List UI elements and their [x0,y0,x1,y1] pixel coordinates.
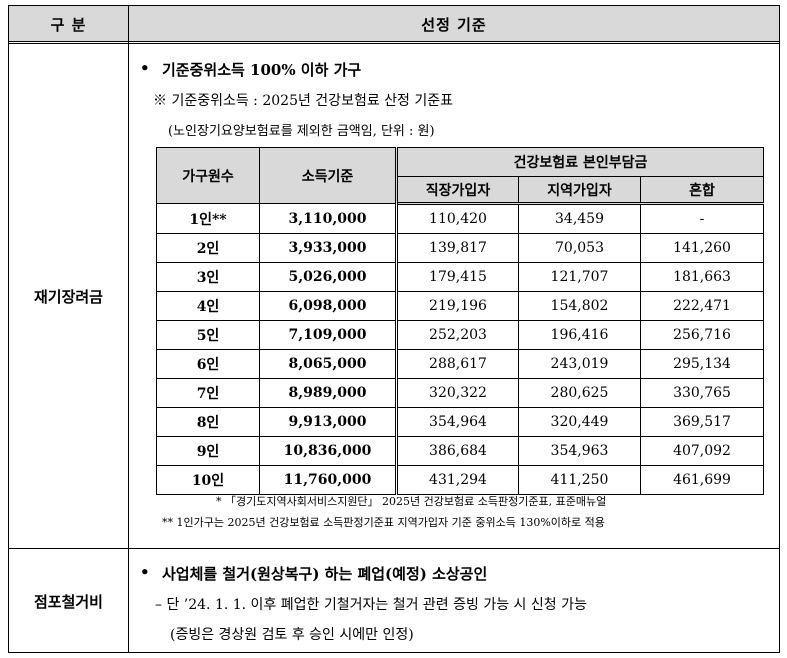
cell-income: 9,913,000 [259,407,398,437]
cell-regional: 34,459 [518,203,641,234]
cell-household: 1인** [156,203,260,234]
table-row: 10인 11,760,000 431,294 411,250 461,699 [156,465,765,495]
cell-regional: 70,053 [518,233,641,263]
table-row: 2인 3,933,000 139,817 70,053 141,260 [156,233,765,263]
cell-regional: 154,802 [518,291,641,321]
cell-mixed: 181,663 [639,262,765,292]
footnote-single-household: ** 1인가구는 2025년 건강보험료 소득판정기준표 지역가입자 기준 중위… [162,516,605,529]
table-row: 9인 10,836,000 386,684 354,963 407,092 [156,436,765,466]
col-header-income: 소득기준 [259,147,398,204]
col-header-mixed: 혼합 [639,176,765,205]
cell-employee: 431,294 [396,465,519,495]
header-category: 구 분 [9,6,128,42]
section-label-store-demolition: 점포철거비 [33,593,103,611]
cell-regional: 280,625 [518,378,641,408]
section1-title: 기준중위소득 100% 이하 가구 [162,61,362,79]
cell-household: 10인 [156,465,260,495]
section-divider [9,548,779,549]
table-row: 8인 9,913,000 354,964 320,449 369,517 [156,407,765,437]
cell-mixed: - [639,203,765,234]
cell-mixed: 330,765 [639,378,765,408]
column-divider [128,6,129,652]
cell-regional: 411,250 [518,465,641,495]
cell-household: 2인 [156,233,260,263]
col-header-employee: 직장가입자 [396,176,519,205]
cell-regional: 354,963 [518,436,641,466]
cell-mixed: 295,134 [639,349,765,379]
cell-income: 3,933,000 [259,233,398,263]
cell-mixed: 222,471 [639,291,765,321]
section1-note-unit: (노인장기요양보험료를 제외한 금액임, 단위 : 원) [168,124,435,139]
col-header-insurance-group: 건강보험료 본인부담금 [395,147,765,177]
section-label-reemployment-grant: 재기장려금 [33,287,103,306]
table-row: 3인 5,026,000 179,415 121,707 181,663 [156,262,765,292]
cell-household: 3인 [156,262,260,292]
cell-employee: 386,684 [396,436,519,466]
cell-household: 7인 [156,378,260,408]
section2-evidence-note: (증빙은 경상원 검토 후 승인 시에만 인정) [170,627,414,643]
income-criteria-table: 가구원수 소득기준 건강보험료 본인부담금 직장가입자 지역가입자 혼합 1인*… [156,147,765,495]
cell-mixed: 369,517 [639,407,765,437]
cell-employee: 288,617 [396,349,519,379]
cell-employee: 110,420 [396,203,519,234]
header-divider [9,41,779,44]
table-row: 7인 8,989,000 320,322 280,625 330,765 [156,378,765,408]
cell-income: 5,026,000 [259,262,398,292]
cell-employee: 320,322 [396,378,519,408]
cell-income: 8,989,000 [259,378,398,408]
cell-mixed: 461,699 [639,465,765,495]
section1-note-standard: ※ 기준중위소득 : 2025년 건강보험료 산정 기준표 [153,93,454,109]
cell-income: 11,760,000 [259,465,398,495]
header-criteria: 선정 기준 [129,6,779,42]
cell-income: 10,836,000 [259,436,398,466]
table-row: 5인 7,109,000 252,203 196,416 256,716 [156,320,765,350]
cell-regional: 196,416 [518,320,641,350]
footnote-source: * 「경기도지역사회서비스지원단」 2025년 건강보험료 소득판정기준표, 표… [216,495,607,508]
cell-employee: 179,415 [396,262,519,292]
section2-title: 사업체를 철거(원상복구) 하는 폐업(예정) 소상공인 [162,565,488,583]
cell-mixed: 256,716 [639,320,765,350]
section2-condition: – 단 ’24. 1. 1. 이후 폐업한 기철거자는 철거 관련 증빙 가능 … [155,597,587,613]
cell-income: 6,098,000 [259,291,398,321]
cell-household: 9인 [156,436,260,466]
col-header-household: 가구원수 [156,147,260,204]
cell-household: 4인 [156,291,260,321]
section2-bullet: • [140,563,150,581]
cell-mixed: 407,092 [639,436,765,466]
cell-employee: 139,817 [396,233,519,263]
cell-income: 7,109,000 [259,320,398,350]
cell-employee: 252,203 [396,320,519,350]
cell-regional: 121,707 [518,262,641,292]
cell-income: 3,110,000 [259,203,398,234]
cell-mixed: 141,260 [639,233,765,263]
col-header-regional: 지역가입자 [518,176,641,205]
criteria-table: 구 분 선정 기준 재기장려금 점포철거비 [8,5,780,653]
table-row: 6인 8,065,000 288,617 243,019 295,134 [156,349,765,379]
cell-household: 5인 [156,320,260,350]
cell-household: 8인 [156,407,260,437]
cell-employee: 354,964 [396,407,519,437]
section1-bullet: • [140,59,150,77]
cell-income: 8,065,000 [259,349,398,379]
cell-employee: 219,196 [396,291,519,321]
cell-regional: 243,019 [518,349,641,379]
cell-regional: 320,449 [518,407,641,437]
table-row: 4인 6,098,000 219,196 154,802 222,471 [156,291,765,321]
table-row: 1인** 3,110,000 110,420 34,459- [156,203,765,234]
cell-household: 6인 [156,349,260,379]
